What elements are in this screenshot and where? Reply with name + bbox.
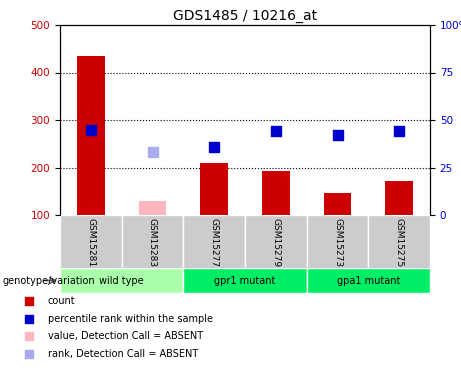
Bar xyxy=(245,215,307,268)
Title: GDS1485 / 10216_at: GDS1485 / 10216_at xyxy=(173,9,317,22)
Bar xyxy=(262,171,290,215)
Text: GSM15281: GSM15281 xyxy=(86,217,95,267)
Point xyxy=(396,128,403,134)
Point xyxy=(272,128,279,134)
Text: GSM15273: GSM15273 xyxy=(333,217,342,267)
Bar xyxy=(139,201,166,215)
Text: GSM15283: GSM15283 xyxy=(148,217,157,267)
Bar xyxy=(307,215,368,268)
Text: gpr1 mutant: gpr1 mutant xyxy=(214,276,276,285)
Point xyxy=(26,333,33,339)
Text: rank, Detection Call = ABSENT: rank, Detection Call = ABSENT xyxy=(47,349,198,359)
Bar xyxy=(60,215,122,268)
Text: GSM15279: GSM15279 xyxy=(272,217,280,267)
Bar xyxy=(307,268,430,293)
Text: percentile rank within the sample: percentile rank within the sample xyxy=(47,314,213,324)
Text: wild type: wild type xyxy=(100,276,144,285)
Bar xyxy=(183,268,307,293)
Bar xyxy=(385,181,413,215)
Text: GSM15275: GSM15275 xyxy=(395,217,404,267)
Point xyxy=(211,144,218,150)
Point xyxy=(26,316,33,322)
Text: GSM15277: GSM15277 xyxy=(210,217,219,267)
Point xyxy=(26,298,33,304)
Point xyxy=(149,149,156,155)
Bar xyxy=(368,215,430,268)
Text: genotype/variation: genotype/variation xyxy=(2,276,95,285)
Bar xyxy=(60,268,183,293)
Bar xyxy=(122,215,183,268)
Bar xyxy=(183,215,245,268)
Bar xyxy=(77,56,105,215)
Point xyxy=(26,351,33,357)
Text: count: count xyxy=(47,296,75,306)
Point xyxy=(87,126,95,132)
Point xyxy=(334,132,341,138)
Text: value, Detection Call = ABSENT: value, Detection Call = ABSENT xyxy=(47,331,203,341)
Bar xyxy=(324,193,351,215)
Text: gpa1 mutant: gpa1 mutant xyxy=(337,276,400,285)
Bar xyxy=(200,163,228,215)
